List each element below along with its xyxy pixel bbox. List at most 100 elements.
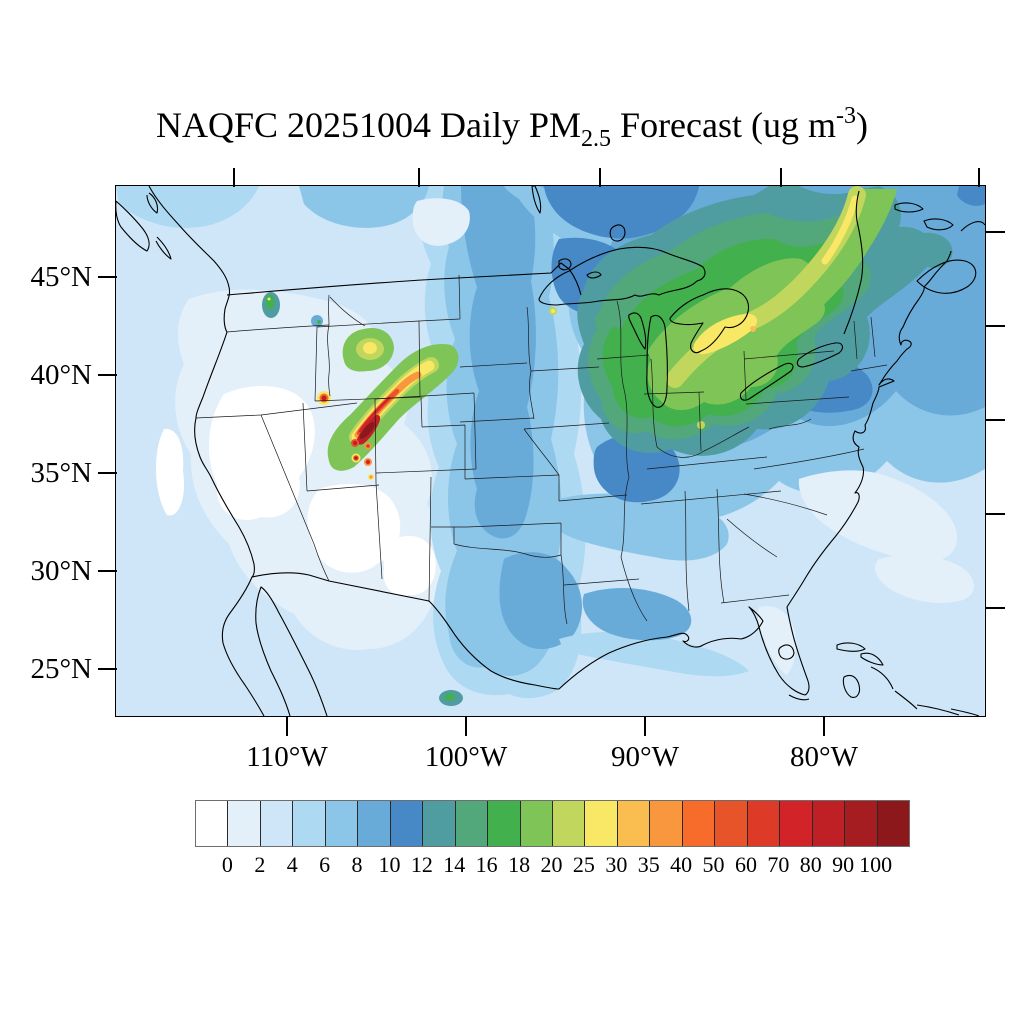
colorbar-level-label: 12	[410, 852, 433, 877]
title-subscript: 2.5	[581, 126, 612, 152]
bc-islands	[116, 192, 172, 260]
colorbar-level-label: 2	[254, 852, 266, 877]
gulf-of-california	[255, 586, 328, 717]
x-axis-tick	[644, 717, 646, 736]
colorbar-level-label: 40	[670, 852, 693, 877]
y-axis-label: 45°N	[30, 261, 92, 293]
map-plot-area	[115, 185, 987, 718]
y-axis-tick	[98, 472, 117, 474]
colorbar-level-label: 50	[702, 852, 725, 877]
x-axis-tick	[465, 717, 467, 736]
colorbar-level-label: 8	[351, 852, 363, 877]
x-axis-label: 110°W	[246, 741, 328, 773]
green-bay	[628, 312, 647, 350]
isle-royale	[586, 271, 602, 279]
lake-huron	[669, 288, 750, 354]
colorbar-level-label: 4	[286, 852, 298, 877]
colorbar-cell	[812, 801, 846, 846]
colorbar-level-label: 20	[540, 852, 563, 877]
cape-breton	[961, 221, 986, 232]
x-axis-tick-top	[780, 168, 782, 187]
x-axis-tick	[823, 717, 825, 736]
title-suffix: )	[856, 105, 868, 145]
state-borders	[196, 275, 888, 625]
colorbar-cell	[780, 801, 813, 846]
colorbar-level-label: 0	[221, 852, 233, 877]
st-lawrence-river	[843, 191, 864, 335]
y-axis-label: 40°N	[30, 359, 92, 391]
y-axis-tick-right	[986, 231, 1005, 233]
y-axis-label: 35°N	[30, 457, 92, 489]
x-axis-label: 100°W	[424, 741, 508, 773]
colorbar-level-label: 70	[767, 852, 790, 877]
y-axis-label: 30°N	[30, 555, 92, 587]
title-superscript: -3	[836, 103, 856, 129]
bahamas	[836, 642, 918, 710]
colorbar-cell	[196, 801, 229, 846]
colorbar-cell	[552, 801, 586, 846]
colorbar-cell	[617, 801, 651, 846]
x-axis-tick	[286, 717, 288, 736]
colorbar-level-label: 35	[637, 852, 660, 877]
y-axis-tick	[98, 668, 117, 670]
colorbar-level-label: 60	[734, 852, 757, 877]
colorbar-cell	[585, 801, 618, 846]
colorbar-cell	[423, 801, 456, 846]
colorbar-cell	[845, 801, 878, 846]
colorbar-level-label: 80	[799, 852, 822, 877]
chart-title: NAQFC 20251004 Daily PM2.5 Forecast (ug …	[0, 103, 1024, 153]
x-axis-tick-top	[599, 168, 601, 187]
colorbar-cell	[260, 801, 294, 846]
colorbar-cell	[650, 801, 683, 846]
x-axis-tick-top	[978, 168, 980, 187]
colorbar-level-label: 100	[859, 852, 893, 877]
colorbar-cell	[455, 801, 489, 846]
florida-keys	[789, 694, 810, 701]
colorbar-level-label: 10	[378, 852, 401, 877]
colorbar-level-label: 25	[572, 852, 595, 877]
pacific-coast	[148, 186, 265, 717]
colorbar-level-label: 6	[319, 852, 331, 877]
nova-scotia	[916, 259, 977, 295]
colorbar-cell	[520, 801, 553, 846]
coastlines	[116, 186, 986, 717]
lake-nipigon	[610, 224, 626, 242]
lake-michigan	[646, 315, 669, 409]
colorbar-cell	[293, 801, 326, 846]
colorbar-level-label: 18	[508, 852, 531, 877]
y-axis-tick-right	[986, 419, 1005, 421]
colorbar-level-label: 90	[832, 852, 855, 877]
colorbar-cell	[747, 801, 781, 846]
canada-border	[227, 262, 582, 296]
pm25-contour-map	[116, 186, 986, 717]
title-text: NAQFC 20251004 Daily PM	[156, 105, 582, 145]
colorbar-cell	[488, 801, 521, 846]
y-axis-label: 25°N	[30, 653, 92, 685]
y-axis-tick-right	[986, 513, 1005, 515]
colorbar-cell	[715, 801, 748, 846]
lake-superior	[538, 247, 706, 306]
y-axis-tick	[98, 276, 117, 278]
y-axis-tick-right	[986, 325, 1005, 327]
colorbar-level-label: 14	[443, 852, 466, 877]
x-axis-label: 80°W	[790, 741, 858, 773]
lake-erie	[740, 363, 794, 402]
colorbar	[195, 800, 910, 847]
lake-winnipeg-tip	[531, 186, 542, 214]
y-axis-tick	[98, 570, 117, 572]
x-axis-tick-top	[233, 168, 235, 187]
colorbar-cell	[877, 801, 909, 846]
colorbar-cell	[390, 801, 424, 846]
lake-okeechobee	[778, 644, 795, 661]
cuba-coast	[917, 704, 980, 717]
lake-of-the-woods	[558, 258, 572, 271]
title-middle: Forecast (ug m	[611, 105, 836, 145]
x-axis-tick-top	[418, 168, 420, 187]
y-axis-tick-right	[986, 607, 1005, 609]
y-axis-tick	[98, 374, 117, 376]
colorbar-cell	[325, 801, 359, 846]
colorbar-cell	[228, 801, 261, 846]
prince-edward-island	[923, 218, 954, 231]
colorbar-level-label: 30	[605, 852, 628, 877]
